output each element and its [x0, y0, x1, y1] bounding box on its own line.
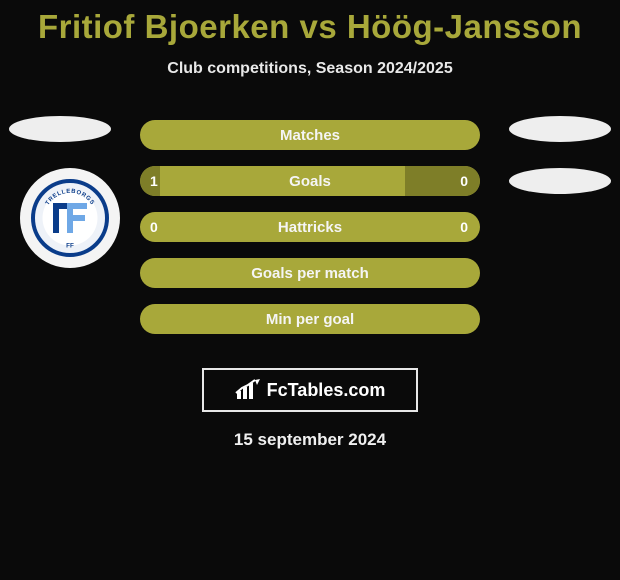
stat-row-goals: 1 Goals 0	[140, 166, 480, 196]
club-ring-text-icon: TRELLEBORGS FF	[35, 183, 105, 253]
stat-label: Matches	[140, 120, 480, 150]
svg-text:FF: FF	[66, 242, 74, 249]
stat-value-right: 0	[460, 166, 468, 196]
stat-row-hattricks: 0 Hattricks 0	[140, 212, 480, 242]
stat-row-min-per-goal: Min per goal	[140, 304, 480, 334]
stat-label: Goals per match	[140, 258, 480, 288]
club-badge-inner: TRELLEBORGS FF	[31, 179, 109, 257]
player-left-oval	[9, 116, 111, 142]
stat-value-right: 0	[460, 212, 468, 242]
player-right-oval-1	[509, 116, 611, 142]
subtitle: Club competitions, Season 2024/2025	[0, 60, 620, 78]
stat-label: Goals	[140, 166, 480, 196]
page-title: Fritiof Bjoerken vs Höög-Jansson	[0, 0, 620, 46]
brand-text: FcTables.com	[267, 380, 386, 401]
svg-text:TRELLEBORGS: TRELLEBORGS	[45, 189, 95, 207]
bar-chart-icon	[235, 379, 261, 401]
date-label: 15 september 2024	[0, 430, 620, 450]
stat-rows: Matches 1 Goals 0 0 Hattricks 0	[140, 104, 480, 334]
brand-box: FcTables.com	[202, 368, 418, 412]
player-right-oval-2	[509, 168, 611, 194]
stat-label: Min per goal	[140, 304, 480, 334]
stat-label: Hattricks	[140, 212, 480, 242]
club-badge: TRELLEBORGS FF	[20, 168, 120, 268]
brand-inner: FcTables.com	[225, 375, 396, 405]
stat-row-matches: Matches	[140, 120, 480, 150]
comparison-area: TRELLEBORGS FF Matches 1 Goals 0	[0, 116, 620, 346]
stat-row-goals-per-match: Goals per match	[140, 258, 480, 288]
